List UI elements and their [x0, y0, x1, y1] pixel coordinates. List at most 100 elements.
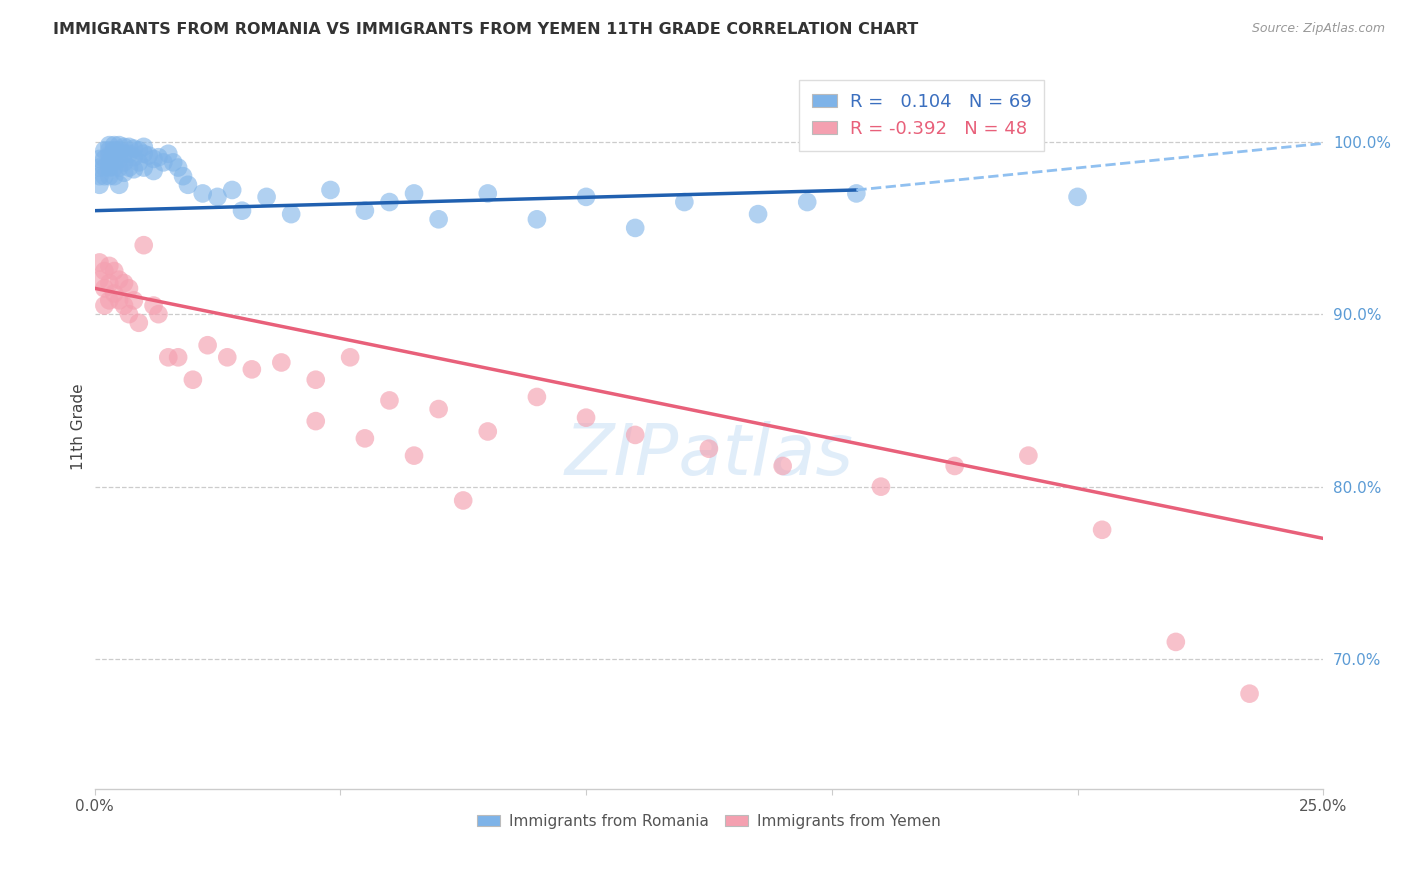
- Point: [128, 155, 150, 169]
- Point: [231, 203, 253, 218]
- Point: [427, 402, 450, 417]
- Point: [256, 190, 278, 204]
- Point: [305, 414, 328, 428]
- Point: [108, 144, 131, 158]
- Point: [118, 307, 141, 321]
- Point: [93, 264, 115, 278]
- Point: [93, 144, 115, 158]
- Point: [747, 207, 769, 221]
- Point: [112, 146, 135, 161]
- Point: [138, 148, 160, 162]
- Point: [319, 183, 342, 197]
- Point: [575, 190, 598, 204]
- Point: [89, 169, 111, 184]
- Point: [142, 299, 165, 313]
- Point: [870, 480, 893, 494]
- Point: [98, 276, 121, 290]
- Point: [98, 155, 121, 169]
- Point: [98, 138, 121, 153]
- Point: [1091, 523, 1114, 537]
- Point: [1164, 635, 1187, 649]
- Y-axis label: 11th Grade: 11th Grade: [72, 383, 86, 469]
- Point: [112, 155, 135, 169]
- Point: [108, 178, 131, 192]
- Point: [240, 362, 263, 376]
- Point: [103, 286, 125, 301]
- Point: [575, 410, 598, 425]
- Point: [1066, 190, 1088, 204]
- Point: [142, 152, 165, 166]
- Point: [191, 186, 214, 201]
- Point: [108, 152, 131, 166]
- Point: [796, 195, 818, 210]
- Point: [112, 299, 135, 313]
- Point: [427, 212, 450, 227]
- Text: IMMIGRANTS FROM ROMANIA VS IMMIGRANTS FROM YEMEN 11TH GRADE CORRELATION CHART: IMMIGRANTS FROM ROMANIA VS IMMIGRANTS FR…: [53, 22, 918, 37]
- Point: [108, 138, 131, 153]
- Point: [697, 442, 720, 456]
- Point: [122, 150, 145, 164]
- Point: [402, 449, 425, 463]
- Point: [103, 169, 125, 184]
- Point: [112, 166, 135, 180]
- Point: [673, 195, 696, 210]
- Point: [148, 150, 170, 164]
- Point: [217, 351, 239, 365]
- Point: [103, 264, 125, 278]
- Point: [118, 146, 141, 161]
- Point: [132, 146, 155, 161]
- Point: [354, 431, 377, 445]
- Point: [624, 428, 647, 442]
- Point: [98, 259, 121, 273]
- Point: [89, 255, 111, 269]
- Point: [305, 373, 328, 387]
- Point: [103, 144, 125, 158]
- Point: [132, 238, 155, 252]
- Point: [118, 161, 141, 175]
- Point: [118, 281, 141, 295]
- Point: [93, 299, 115, 313]
- Text: ZIPatlas: ZIPatlas: [564, 421, 853, 490]
- Point: [93, 169, 115, 184]
- Point: [378, 195, 401, 210]
- Point: [132, 140, 155, 154]
- Point: [167, 351, 190, 365]
- Point: [451, 493, 474, 508]
- Point: [122, 142, 145, 156]
- Point: [177, 178, 200, 192]
- Point: [526, 212, 548, 227]
- Point: [157, 351, 180, 365]
- Point: [103, 161, 125, 175]
- Point: [98, 148, 121, 162]
- Point: [98, 144, 121, 158]
- Point: [112, 276, 135, 290]
- Point: [526, 390, 548, 404]
- Point: [339, 351, 361, 365]
- Point: [148, 307, 170, 321]
- Point: [108, 293, 131, 308]
- Point: [280, 207, 302, 221]
- Point: [112, 140, 135, 154]
- Point: [103, 152, 125, 166]
- Point: [93, 152, 115, 166]
- Point: [103, 138, 125, 153]
- Point: [167, 161, 190, 175]
- Legend: Immigrants from Romania, Immigrants from Yemen: Immigrants from Romania, Immigrants from…: [471, 808, 946, 835]
- Point: [132, 161, 155, 175]
- Point: [89, 152, 111, 166]
- Text: Source: ZipAtlas.com: Source: ZipAtlas.com: [1251, 22, 1385, 36]
- Point: [197, 338, 219, 352]
- Point: [122, 293, 145, 308]
- Point: [89, 178, 111, 192]
- Point: [772, 458, 794, 473]
- Point: [221, 183, 243, 197]
- Point: [1239, 687, 1261, 701]
- Point: [157, 146, 180, 161]
- Point: [181, 373, 204, 387]
- Point: [207, 190, 229, 204]
- Point: [128, 144, 150, 158]
- Point: [108, 161, 131, 175]
- Point: [93, 281, 115, 295]
- Point: [98, 169, 121, 184]
- Point: [118, 140, 141, 154]
